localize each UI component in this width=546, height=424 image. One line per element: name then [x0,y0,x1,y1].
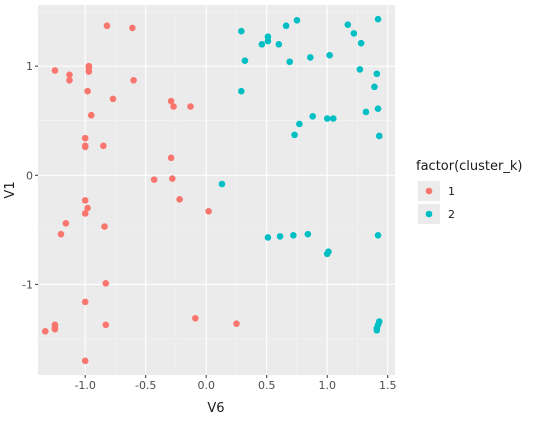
data-point-cluster-1 [51,325,59,333]
x-tick-label: -0.5 [135,379,156,392]
data-point-cluster-2 [374,15,382,23]
y-tick-label: 0 [26,169,33,182]
data-point-cluster-1 [81,143,89,151]
data-point-cluster-1 [170,103,177,110]
data-point-cluster-1 [102,321,110,329]
x-tick-label: -1.0 [74,379,95,392]
data-point-cluster-2 [275,40,283,48]
data-point-cluster-2 [296,120,303,128]
legend-label: 1 [448,185,455,198]
data-point-cluster-1 [87,111,95,119]
data-point-cluster-1 [205,207,212,215]
x-tick-label: 0.5 [258,379,276,392]
x-tick-label: 1.5 [379,379,397,392]
legend-entries: 12 [418,181,455,224]
data-point-cluster-1 [169,175,176,182]
data-point-cluster-1 [150,176,158,183]
data-point-cluster-1 [84,204,91,212]
data-point-cluster-2 [323,250,331,258]
data-point-cluster-1 [176,195,183,203]
data-point-cluster-1 [66,77,73,84]
data-point-cluster-2 [309,113,317,120]
data-point-cluster-1 [81,134,89,142]
legend-key-2 [425,210,433,218]
data-point-cluster-2 [374,105,382,112]
major-gridlines [38,5,395,375]
data-point-cluster-1 [109,95,117,103]
data-point-cluster-2 [323,115,331,122]
data-point-cluster-2 [290,231,297,239]
data-point-cluster-1 [41,328,49,335]
data-point-cluster-2 [362,108,370,116]
data-point-cluster-1 [85,68,93,75]
data-point-cluster-2 [293,16,301,24]
data-point-cluster-2 [238,87,245,95]
data-point-cluster-1 [129,24,136,32]
data-point-cluster-2 [282,22,290,30]
data-point-cluster-2 [264,234,272,241]
data-point-cluster-2 [350,30,358,37]
legend-key-1 [425,187,433,195]
data-point-cluster-1 [62,219,70,227]
data-point-cluster-1 [57,230,65,238]
x-tick-label: 1.0 [318,379,336,392]
data-point-cluster-1 [102,280,110,287]
data-point-cluster-1 [187,103,194,110]
data-point-cluster-2 [218,180,226,188]
data-point-cluster-1 [167,97,175,105]
data-point-cluster-2 [375,132,383,140]
data-point-cluster-1 [103,22,111,30]
x-tick-label: 0.0 [197,379,215,392]
data-point-cluster-1 [130,77,137,84]
data-point-cluster-2 [286,58,294,66]
data-point-cluster-1 [167,154,175,162]
data-point-cluster-1 [101,223,108,230]
data-point-cluster-2 [258,40,266,48]
x-axis-ticks: -1.0 -0.5 0.0 0.5 1.0 1.5 [74,375,396,392]
y-tick-label: 1 [26,60,33,73]
data-point-cluster-1 [81,357,89,365]
data-point-cluster-2 [241,57,249,64]
data-point-cluster-2 [373,70,381,78]
data-point-cluster-2 [329,115,337,122]
data-point-cluster-1 [192,314,199,322]
data-points [41,15,383,365]
data-point-cluster-2 [373,326,381,334]
data-point-cluster-2 [326,51,333,59]
y-axis-ticks: -1 0 1 [22,60,38,291]
data-point-cluster-1 [51,67,59,74]
data-point-cluster-1 [233,320,240,328]
data-point-cluster-2 [306,54,314,61]
data-point-cluster-1 [81,298,89,306]
data-point-cluster-1 [81,197,89,204]
data-point-cluster-2 [264,37,272,45]
data-point-cluster-1 [66,71,73,79]
data-point-cluster-2 [356,66,364,73]
data-point-cluster-1 [84,87,91,95]
legend-label: 2 [448,208,455,221]
data-point-cluster-2 [371,83,378,91]
plot-panel [38,5,395,375]
data-point-cluster-2 [374,231,382,239]
x-axis-label: V6 [207,401,224,416]
data-point-cluster-1 [100,142,107,150]
data-point-cluster-2 [344,21,352,28]
data-point-cluster-2 [276,233,284,240]
legend-title: factor(cluster_k) [416,159,522,174]
data-point-cluster-2 [304,230,312,238]
y-tick-label: -1 [22,278,33,291]
data-point-cluster-2 [357,39,365,47]
y-axis-label: V1 [3,181,18,198]
data-point-cluster-1 [81,210,89,217]
data-point-cluster-2 [291,131,298,139]
data-point-cluster-2 [238,27,245,35]
legend: factor(cluster_k) 12 [416,159,522,224]
